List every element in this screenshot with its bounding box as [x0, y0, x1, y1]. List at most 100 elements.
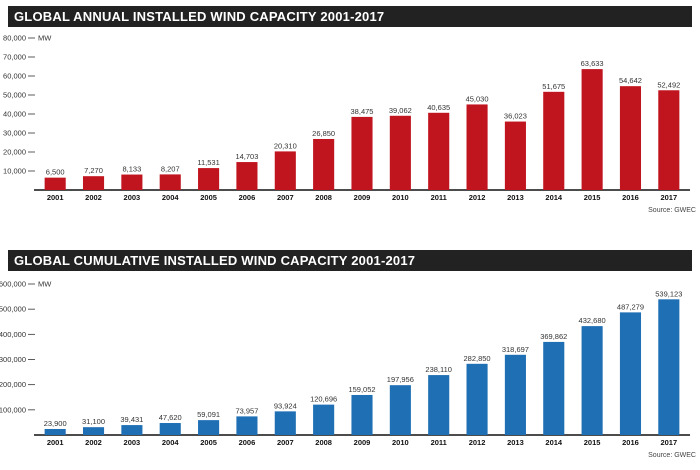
chart-title: GLOBAL CUMULATIVE INSTALLED WIND CAPACIT… [14, 253, 416, 268]
source-label: Source: GWEC [648, 452, 696, 459]
x-tick-label: 2012 [469, 193, 486, 202]
bar [389, 115, 411, 190]
data-label: 159,052 [348, 385, 375, 394]
bar [198, 168, 220, 190]
x-tick-label: 2004 [162, 193, 180, 202]
y-tick-label: 100,000 [0, 405, 26, 414]
data-label: 369,862 [540, 332, 567, 341]
x-tick-label: 2015 [584, 193, 601, 202]
data-label: 539,123 [655, 289, 682, 298]
bar [466, 363, 488, 435]
bar [466, 104, 488, 190]
x-tick-label: 2007 [277, 438, 294, 447]
bar [428, 375, 450, 435]
bar [389, 385, 411, 435]
x-tick-label: 2008 [315, 193, 332, 202]
bar [581, 69, 603, 190]
unit-label: MW [38, 280, 52, 289]
y-tick-label: 10,000 [3, 167, 26, 176]
y-tick-label: 200,000 [0, 380, 26, 389]
y-tick-label: 20,000 [3, 148, 26, 157]
data-label: 20,310 [274, 141, 297, 150]
y-tick-label: 30,000 [3, 129, 26, 138]
data-label: 197,956 [387, 375, 414, 384]
data-label: 38,475 [351, 107, 374, 116]
x-tick-label: 2006 [239, 438, 256, 447]
data-label: 26,850 [312, 129, 335, 138]
y-tick-label: 60,000 [3, 72, 26, 81]
x-tick-label: 2001 [47, 193, 64, 202]
x-tick-label: 2014 [545, 438, 563, 447]
bar [274, 411, 296, 435]
x-tick-label: 2012 [469, 438, 486, 447]
data-label: 52,492 [657, 80, 680, 89]
bar [121, 174, 143, 190]
x-tick-label: 2008 [315, 438, 332, 447]
bar [581, 326, 603, 435]
bar [82, 427, 105, 435]
y-tick-label: 300,000 [0, 355, 26, 364]
x-tick-label: 2002 [85, 193, 102, 202]
bar [159, 174, 181, 190]
bar [504, 354, 526, 435]
bar [274, 151, 296, 190]
data-label: 120,696 [310, 395, 337, 404]
y-tick-label: 400,000 [0, 330, 26, 339]
x-tick-label: 2013 [507, 193, 524, 202]
data-label: 14,703 [235, 152, 258, 161]
chart-title-bar: GLOBAL CUMULATIVE INSTALLED WIND CAPACIT… [8, 250, 692, 271]
data-label: 7,270 [84, 166, 103, 175]
x-tick-label: 2003 [124, 438, 141, 447]
data-label: 318,697 [502, 345, 529, 354]
x-tick-label: 2006 [239, 193, 256, 202]
data-label: 45,030 [466, 94, 489, 103]
x-tick-label: 2011 [431, 193, 447, 202]
bar [543, 91, 565, 190]
bar [619, 86, 642, 190]
data-label: 432,680 [579, 316, 606, 325]
bar [198, 420, 220, 435]
x-tick-label: 2005 [200, 438, 217, 447]
y-tick-label: 70,000 [3, 53, 26, 62]
bar [44, 177, 66, 190]
source-label: Source: GWEC [648, 207, 696, 214]
y-tick-label: 80,000 [3, 34, 26, 43]
data-label: 51,675 [542, 82, 565, 91]
x-tick-label: 2009 [354, 193, 371, 202]
y-tick-label: 500,000 [0, 305, 26, 314]
bar [82, 176, 105, 190]
bar [236, 416, 258, 435]
data-label: 40,635 [427, 103, 450, 112]
data-label: 39,062 [389, 106, 412, 115]
x-tick-label: 2017 [660, 438, 677, 447]
data-label: 11,531 [197, 158, 219, 167]
unit-label: MW [38, 34, 52, 43]
data-label: 47,620 [159, 413, 182, 422]
y-tick-label: 40,000 [3, 110, 26, 119]
y-tick-label: 50,000 [3, 91, 26, 100]
data-label: 282,850 [463, 354, 490, 363]
data-label: 31,100 [82, 417, 105, 426]
x-tick-label: 2014 [545, 193, 563, 202]
bar [159, 423, 181, 435]
bar [351, 116, 373, 190]
chart-title-bar: GLOBAL ANNUAL INSTALLED WIND CAPACITY 20… [8, 6, 692, 27]
x-tick-label: 2011 [431, 438, 447, 447]
bar [236, 162, 258, 190]
bar [619, 312, 642, 435]
x-tick-label: 2017 [660, 193, 677, 202]
data-label: 93,924 [274, 401, 297, 410]
data-label: 63,633 [581, 59, 604, 68]
x-tick-label: 2010 [392, 438, 409, 447]
data-label: 59,091 [197, 410, 220, 419]
data-label: 54,642 [619, 76, 642, 85]
chart-title: GLOBAL ANNUAL INSTALLED WIND CAPACITY 20… [14, 9, 385, 24]
bar [504, 121, 526, 190]
bar [658, 90, 680, 190]
bar [313, 404, 335, 435]
data-label: 6,500 [46, 168, 65, 177]
x-tick-label: 2015 [584, 438, 601, 447]
data-label: 8,133 [122, 165, 141, 174]
x-tick-label: 2003 [124, 193, 141, 202]
